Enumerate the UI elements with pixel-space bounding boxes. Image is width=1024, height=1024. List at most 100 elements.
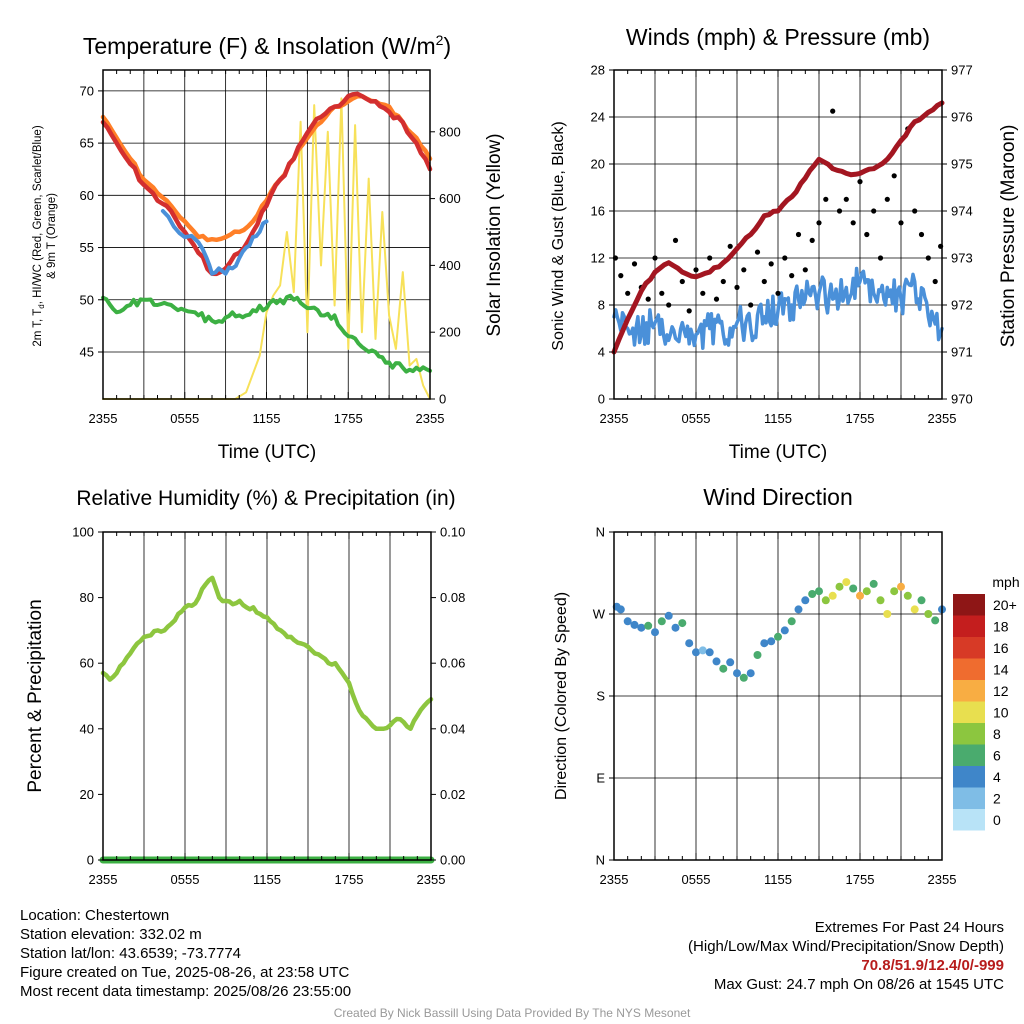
wind-direction-point: [890, 587, 899, 596]
wind-gust-point: [768, 261, 774, 267]
wind-gust-point: [823, 196, 829, 202]
left-tick-label: S: [596, 689, 605, 704]
wind-gust-point: [727, 243, 733, 249]
wind-direction-point: [897, 582, 905, 591]
wind-gust-point: [789, 273, 795, 279]
colorbar-label: 14: [993, 661, 1009, 677]
colorbar-swatch: [953, 766, 985, 788]
wind-gust-point: [891, 173, 897, 179]
figure-created: Figure created on Tue, 2025-08-26, at 23…: [20, 964, 350, 981]
colorbar-swatch: [953, 723, 985, 745]
left-tick-label: W: [593, 607, 606, 622]
wind-direction-point: [705, 648, 714, 657]
x-tick-label: 2355: [417, 872, 446, 887]
wind-direction-point: [903, 591, 912, 600]
colorbar-label: 0: [993, 812, 1001, 828]
wind-direction-point: [726, 658, 735, 667]
wind-gust-point: [645, 296, 651, 302]
left-tick-label: 80: [80, 590, 94, 605]
right-tick-label: 972: [951, 298, 973, 313]
wind-speed-line: [612, 266, 944, 350]
wind-direction-point: [856, 591, 864, 600]
colorbar-label: 6: [993, 747, 1001, 763]
wind-direction-point: [644, 621, 653, 630]
colorbar-label: 8: [993, 726, 1001, 742]
colorbar-title: mph: [992, 574, 1019, 590]
left-tick-label: N: [596, 853, 605, 868]
left-tick-label: 70: [80, 83, 94, 98]
wind-gust-point: [686, 308, 692, 314]
wind-direction-point: [698, 646, 707, 655]
wind-gust-point: [877, 255, 884, 261]
wind-gust-point: [761, 278, 767, 285]
wind-gust-point: [748, 302, 754, 308]
wind-direction-point: [678, 619, 687, 628]
right-tick-label: 973: [951, 251, 973, 266]
temperature-panel: Temperature (F) & Insolation (W/m2) 45 50…: [32, 32, 505, 463]
winds-axes: 0 4 8 12 16 20 24 28 970 971 972 973 974 975 976 977 235…: [591, 63, 973, 427]
wind-direction-point: [801, 596, 810, 605]
wind-direction-point: [719, 664, 728, 673]
right-tick-label: 0.08: [440, 590, 465, 605]
wind-direction-point: [767, 637, 776, 646]
x-tick-label: 2355: [600, 872, 629, 887]
wind-gust-point: [850, 220, 856, 226]
wind-direction-point: [746, 669, 755, 678]
colorbar-swatch: [953, 744, 985, 766]
direction-series: [612, 578, 946, 682]
wind-direction-point: [760, 639, 769, 648]
right-tick-label: 975: [951, 157, 973, 172]
x-tick-label: 1155: [764, 872, 792, 887]
wind-direction-point: [821, 596, 830, 605]
winds-title: Winds (mph) & Pressure (mb): [626, 24, 930, 50]
humidity-grid: [143, 532, 391, 860]
left-tick-label: 50: [80, 292, 94, 307]
wind-direction-point: [842, 578, 851, 587]
left-tick-label: 100: [72, 525, 94, 540]
left-tick-label: 28: [591, 63, 605, 78]
pressure-ylabel-right: Station Pressure (Maroon): [998, 125, 1019, 348]
colorbar-swatch: [953, 701, 985, 723]
wind-gust-point: [720, 278, 726, 285]
left-tick-label: 65: [80, 136, 94, 151]
left-tick-label: 4: [598, 345, 605, 360]
wind-gust-point: [932, 278, 938, 285]
right-tick-label: 976: [951, 110, 973, 125]
x-tick-label: 0555: [171, 872, 200, 887]
wind-direction-point: [739, 673, 748, 682]
left-tick-label: 60: [80, 656, 94, 671]
winds-grid: [614, 70, 942, 399]
wind-direction-point: [692, 648, 700, 657]
wind-direction-point: [616, 605, 625, 614]
temperature-title: Temperature (F) & Insolation (W/m2): [83, 32, 451, 59]
wind-gust-point: [734, 284, 740, 290]
right-tick-label: 977: [951, 63, 973, 78]
wind-direction-point: [637, 623, 646, 632]
credit-line: Created By Nick Bassill Using Data Provi…: [333, 1006, 691, 1020]
direction-panel: Wind Direction N E S W N 2355 0555 1155 1755 2355…: [553, 484, 1020, 887]
colorbar-label: 2: [993, 790, 1001, 806]
wind-direction-point: [780, 626, 789, 635]
relative-humidity-line: [100, 575, 434, 732]
right-tick-label: 0.00: [440, 853, 465, 868]
wind-gust-point: [693, 267, 699, 273]
colorbar-swatch: [953, 809, 985, 831]
wind-gust-point: [795, 231, 802, 238]
direction-grid: [614, 532, 942, 860]
wind-direction-point: [671, 623, 680, 632]
wind-direction-point: [657, 617, 666, 626]
solar-insolation-line: [102, 97, 431, 400]
wind-direction-point: [753, 651, 762, 659]
colorbar-label: 4: [993, 769, 1001, 785]
wind-direction-point: [623, 617, 632, 626]
direction-axes: N E S W N 2355 0555 1155 1755 2355: [593, 525, 957, 888]
x-tick-label: 1755: [334, 411, 363, 426]
x-tick-label: 1155: [253, 872, 281, 887]
wind-gust-point: [925, 255, 931, 261]
wind-gust-point: [864, 231, 870, 238]
wind-gust-point: [618, 273, 624, 279]
wind-direction-point: [883, 610, 892, 618]
temperature-line: [100, 91, 433, 277]
x-tick-label: 0555: [682, 411, 711, 426]
x-tick-label: 2355: [89, 411, 118, 426]
